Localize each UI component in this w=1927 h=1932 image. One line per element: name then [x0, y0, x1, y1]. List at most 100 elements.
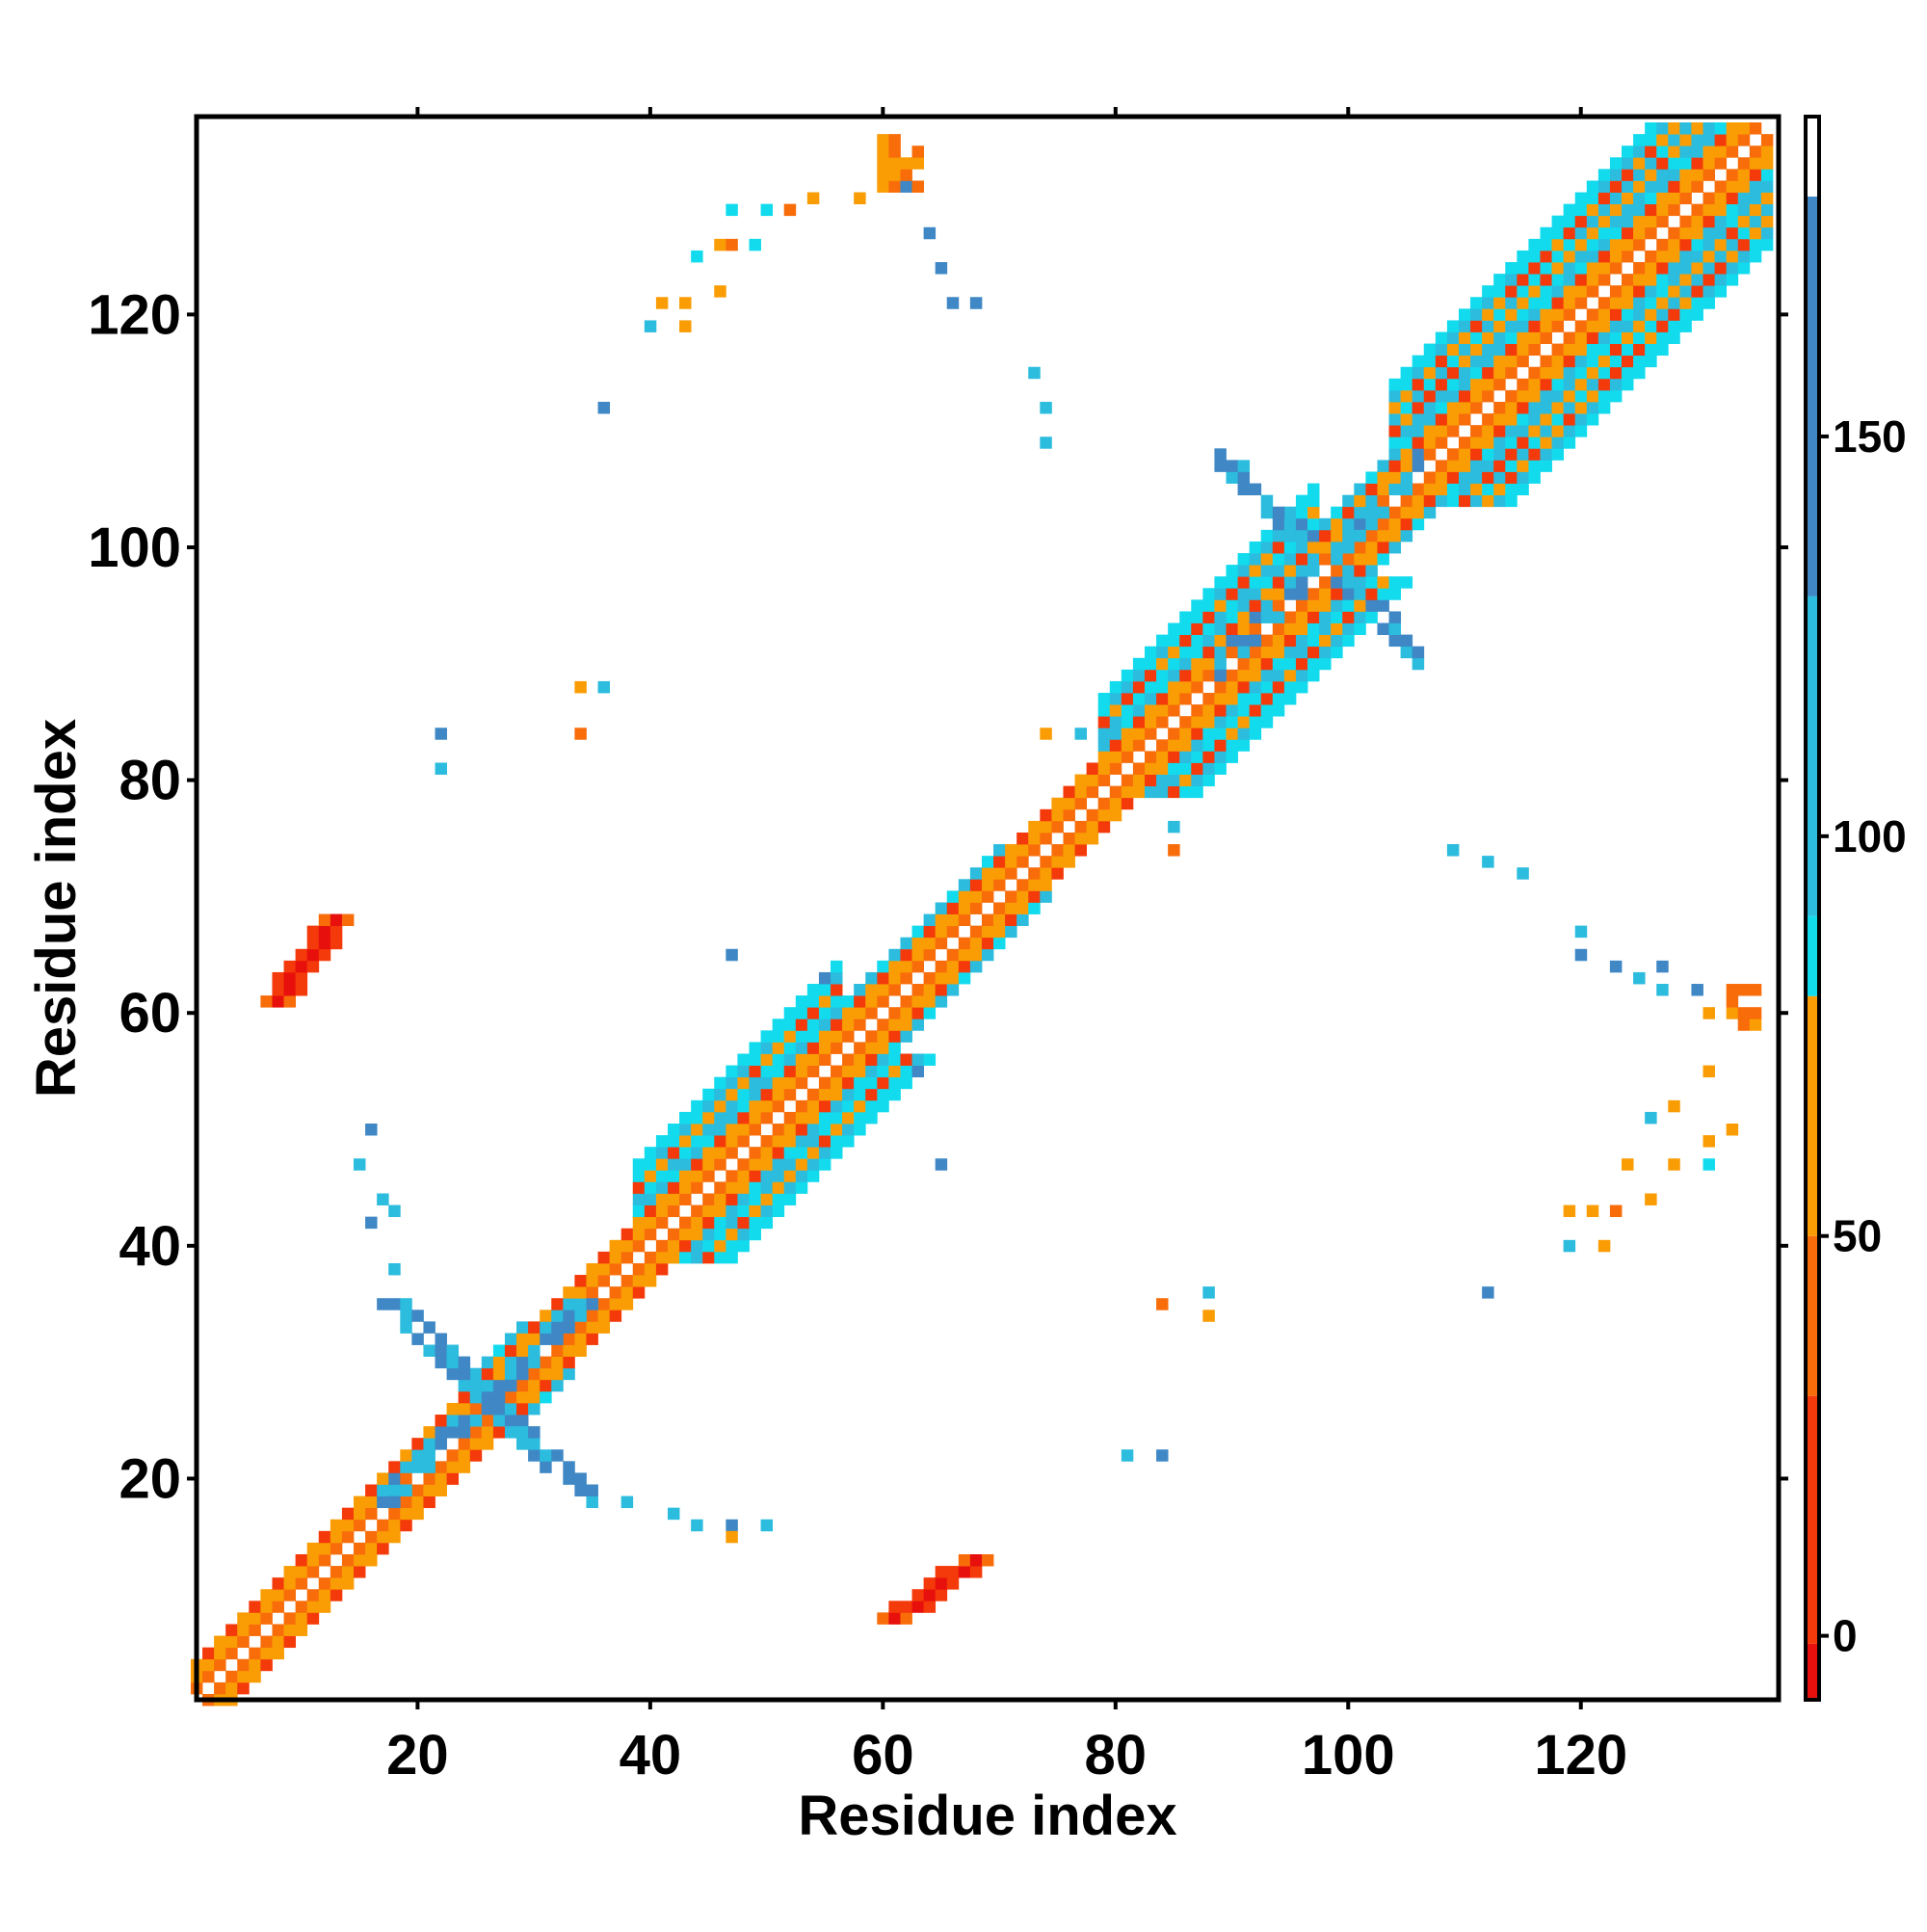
heatmap-cell	[1063, 856, 1075, 868]
heatmap-cell	[1132, 680, 1146, 694]
heatmap-cell	[1040, 401, 1052, 414]
heatmap-cell	[1622, 146, 1634, 158]
heatmap-cell	[1633, 331, 1646, 344]
heatmap-cell	[260, 1589, 273, 1601]
heatmap-cell	[1679, 308, 1692, 321]
heatmap-cell	[1156, 646, 1169, 659]
heatmap-cell	[1063, 844, 1075, 857]
y-tick-label: 100	[88, 516, 181, 579]
heatmap-cell	[1214, 739, 1227, 752]
heatmap-cell	[400, 1472, 412, 1485]
heatmap-cell	[1749, 122, 1762, 135]
heatmap-cell	[923, 937, 937, 950]
heatmap-cell	[1679, 146, 1692, 158]
heatmap-cell	[469, 1402, 483, 1416]
heatmap-cell	[504, 1426, 517, 1439]
heatmap-cell	[1679, 285, 1692, 298]
heatmap-cell	[644, 1170, 657, 1182]
heatmap-cell	[214, 1647, 226, 1660]
heatmap-cell	[691, 1124, 703, 1136]
heatmap-cell	[435, 728, 447, 740]
heatmap-cell	[1307, 634, 1320, 648]
heatmap-cell	[877, 146, 889, 158]
heatmap-cell	[1249, 611, 1262, 623]
heatmap-cell	[1388, 425, 1402, 437]
heatmap-cell	[504, 1415, 517, 1427]
heatmap-cell	[1156, 739, 1169, 752]
heatmap-cell	[772, 1170, 785, 1182]
heatmap-cell	[1505, 297, 1518, 309]
heatmap-cell	[1435, 425, 1448, 437]
colorbar-band	[1806, 117, 1819, 197]
heatmap-cell	[469, 1438, 483, 1450]
heatmap-cells	[190, 122, 1774, 1707]
heatmap-cell	[691, 1519, 703, 1532]
heatmap-cell	[1156, 774, 1169, 787]
heatmap-cell	[1412, 366, 1425, 380]
heatmap-cell	[1726, 192, 1739, 205]
heatmap-cell	[1295, 506, 1308, 519]
heatmap-cell	[1679, 192, 1692, 205]
heatmap-cell	[1132, 774, 1146, 787]
heatmap-cell	[1470, 378, 1483, 391]
heatmap-cell	[1760, 226, 1774, 240]
heatmap-cell	[1668, 180, 1680, 193]
heatmap-cell	[969, 879, 983, 891]
heatmap-cell	[1191, 774, 1203, 787]
heatmap-cell	[1202, 646, 1215, 659]
heatmap-cell	[1726, 238, 1739, 251]
heatmap-cell	[318, 925, 331, 939]
heatmap-cell	[1202, 762, 1215, 775]
heatmap-cell	[1668, 226, 1680, 240]
heatmap-cell	[1260, 716, 1274, 728]
heatmap-cell	[353, 1519, 366, 1532]
heatmap-cell	[1633, 203, 1646, 217]
heatmap-cell	[1668, 192, 1680, 205]
heatmap-cell	[1726, 262, 1739, 275]
heatmap-cell	[900, 948, 912, 962]
heatmap-cell	[831, 971, 843, 985]
heatmap-cell	[1586, 378, 1599, 391]
heatmap-cell	[1307, 506, 1320, 519]
heatmap-cell	[1528, 471, 1541, 484]
heatmap-cell	[842, 1076, 855, 1090]
heatmap-cell	[1249, 483, 1262, 496]
heatmap-cell	[1586, 262, 1599, 275]
heatmap-cell	[667, 1147, 680, 1159]
heatmap-cell	[1435, 413, 1448, 426]
heatmap-cell	[1458, 437, 1471, 449]
heatmap-cell	[1400, 425, 1413, 437]
heatmap-cell	[1691, 274, 1703, 286]
heatmap-cell	[1609, 262, 1623, 275]
heatmap-cell	[1400, 460, 1413, 472]
heatmap-cell	[1482, 448, 1494, 461]
heatmap-cell	[888, 1076, 901, 1090]
heatmap-cell	[1202, 1286, 1215, 1299]
heatmap-cell	[1319, 634, 1332, 648]
heatmap-cell	[225, 1670, 238, 1683]
heatmap-cell	[760, 1216, 774, 1230]
heatmap-cell	[1597, 262, 1611, 275]
heatmap-cell	[469, 1390, 483, 1404]
heatmap-cell	[341, 913, 355, 927]
heatmap-cell	[1597, 355, 1611, 368]
heatmap-cell	[1574, 262, 1588, 275]
heatmap-cell	[1377, 541, 1389, 554]
heatmap-cell	[1040, 808, 1052, 822]
heatmap-cell	[935, 1589, 948, 1601]
heatmap-cell	[1528, 448, 1541, 461]
heatmap-cell	[1703, 238, 1715, 251]
heatmap-cell	[1737, 134, 1751, 146]
heatmap-cell	[1737, 157, 1751, 170]
heatmap-cell	[1214, 460, 1227, 472]
heatmap-cell	[469, 1415, 483, 1427]
heatmap-cell	[458, 1367, 471, 1381]
heatmap-cell	[900, 1601, 912, 1613]
heatmap-cell	[1156, 785, 1169, 799]
heatmap-cell	[1540, 389, 1552, 403]
heatmap-cell	[1214, 657, 1227, 671]
colorbar-band	[1806, 915, 1819, 996]
heatmap-cell	[1517, 343, 1529, 357]
heatmap-cell	[1749, 192, 1762, 205]
heatmap-cell	[1679, 215, 1692, 228]
